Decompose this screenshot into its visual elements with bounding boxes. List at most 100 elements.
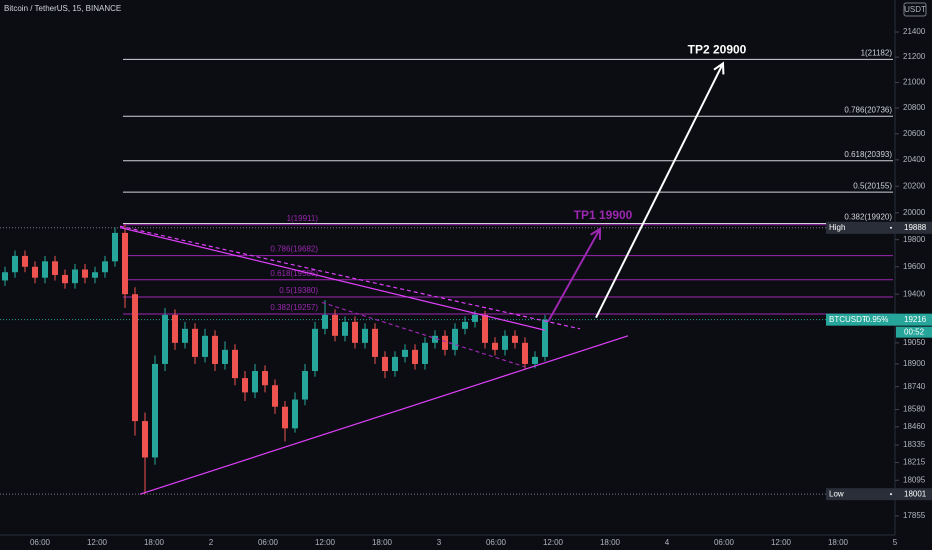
chart-title: Bitcoin / TetherUS, 15, BINANCE <box>4 4 121 13</box>
candle-body <box>282 406 288 429</box>
candle-body <box>32 266 38 278</box>
fib-label: 0.618(20393) <box>844 150 892 159</box>
fib-label: 0.5(20155) <box>853 181 892 190</box>
candle-body <box>422 342 428 364</box>
candle-body <box>152 363 158 458</box>
fib-label: 1(21182) <box>861 48 893 57</box>
arrow-head <box>713 61 725 75</box>
y-tick-label: 18740 <box>903 382 926 391</box>
candle-body <box>192 328 198 357</box>
price-tag-label: High <box>829 223 845 232</box>
candle-body <box>432 335 438 343</box>
candle-body <box>512 335 518 343</box>
candle-body <box>112 232 118 262</box>
y-tick-label: 21400 <box>903 27 926 36</box>
y-tick-label: 18580 <box>903 405 926 414</box>
candle-body <box>12 255 18 273</box>
candle-body <box>292 399 298 429</box>
candle-body <box>372 328 378 357</box>
change: -0.95% <box>863 315 888 324</box>
candle-body <box>392 356 398 372</box>
trendline <box>139 335 629 495</box>
candle-body <box>452 328 458 350</box>
annotation: TP1 19900 <box>574 208 633 222</box>
price-tag-value: 19888 <box>904 223 927 232</box>
candle-body <box>92 272 98 278</box>
price-axis <box>895 0 932 550</box>
candle-body <box>182 328 188 343</box>
candle-body <box>312 328 318 372</box>
candle-body <box>232 349 238 379</box>
candle-body <box>72 269 78 284</box>
candle-body <box>482 314 488 343</box>
x-tick-label: 18:00 <box>372 538 393 547</box>
candle-body <box>2 272 8 281</box>
price-tag <box>826 488 932 501</box>
fib-label: 0.5(19380) <box>279 286 318 295</box>
candle-body <box>212 335 218 364</box>
candle-body <box>52 261 58 275</box>
x-tick-label: 2 <box>209 538 214 547</box>
candle-body <box>42 261 48 278</box>
y-tick-label: 18215 <box>903 458 926 467</box>
trendline <box>321 301 526 368</box>
x-tick-label: 06:00 <box>714 538 735 547</box>
x-tick-label: 12:00 <box>771 538 792 547</box>
candle-body <box>262 371 268 386</box>
candle-body <box>462 321 468 329</box>
price-tag <box>826 221 932 234</box>
candle-body <box>162 314 168 364</box>
candle-body <box>472 314 478 322</box>
candle-body <box>542 319 548 357</box>
y-tick-label: 18900 <box>903 359 926 368</box>
candle-body <box>172 314 178 343</box>
candle-body <box>102 261 108 273</box>
x-tick-label: 06:00 <box>30 538 51 547</box>
candle-body <box>352 321 358 343</box>
candle-body <box>322 314 328 329</box>
y-tick-label: 19800 <box>903 235 926 244</box>
fib-label: 0.786(19682) <box>270 245 318 254</box>
candle-body <box>492 342 498 350</box>
y-tick-label: 21000 <box>903 78 926 87</box>
x-tick-label: 06:00 <box>486 538 507 547</box>
x-tick-label: 06:00 <box>258 538 279 547</box>
candle-body <box>342 321 348 336</box>
y-tick-label: 20200 <box>903 181 926 190</box>
y-tick-label: 17855 <box>903 511 926 520</box>
x-tick-label: 3 <box>437 538 442 547</box>
price-tag-label: Low <box>829 489 844 498</box>
y-tick-label: 20600 <box>903 129 926 138</box>
fib-label: 0.382(19920) <box>844 213 892 222</box>
candle-body <box>362 328 368 343</box>
candle-body <box>522 342 528 364</box>
candle-body <box>272 385 278 407</box>
candle-body <box>222 349 228 364</box>
trendline <box>119 225 581 330</box>
candle-body <box>122 232 128 295</box>
candle-body <box>82 269 88 278</box>
arrow-shaft <box>547 228 601 323</box>
candle-body <box>302 371 308 400</box>
x-tick-label: 4 <box>665 538 670 547</box>
x-tick-label: 12:00 <box>315 538 336 547</box>
countdown-bg <box>896 326 932 338</box>
symbol: BTCUSDT <box>829 315 867 324</box>
x-tick-label: 18:00 <box>144 538 165 547</box>
x-tick-label: 18:00 <box>600 538 621 547</box>
price-tag-value: 19216 <box>904 315 927 324</box>
candle-body <box>412 349 418 364</box>
candle-body <box>142 421 148 458</box>
dot <box>890 493 892 496</box>
fib-label: 0.382(19257) <box>270 303 318 312</box>
y-tick-label: 21200 <box>903 52 926 61</box>
y-tick-label: 20800 <box>903 103 926 112</box>
currency[interactable]: USDT <box>904 5 926 14</box>
y-tick-label: 20400 <box>903 155 926 164</box>
candle-body <box>242 378 248 393</box>
candle-body <box>132 294 138 422</box>
currency-box[interactable] <box>903 2 927 17</box>
fib-label: 1(19911) <box>287 214 319 223</box>
candle-body <box>62 274 68 284</box>
